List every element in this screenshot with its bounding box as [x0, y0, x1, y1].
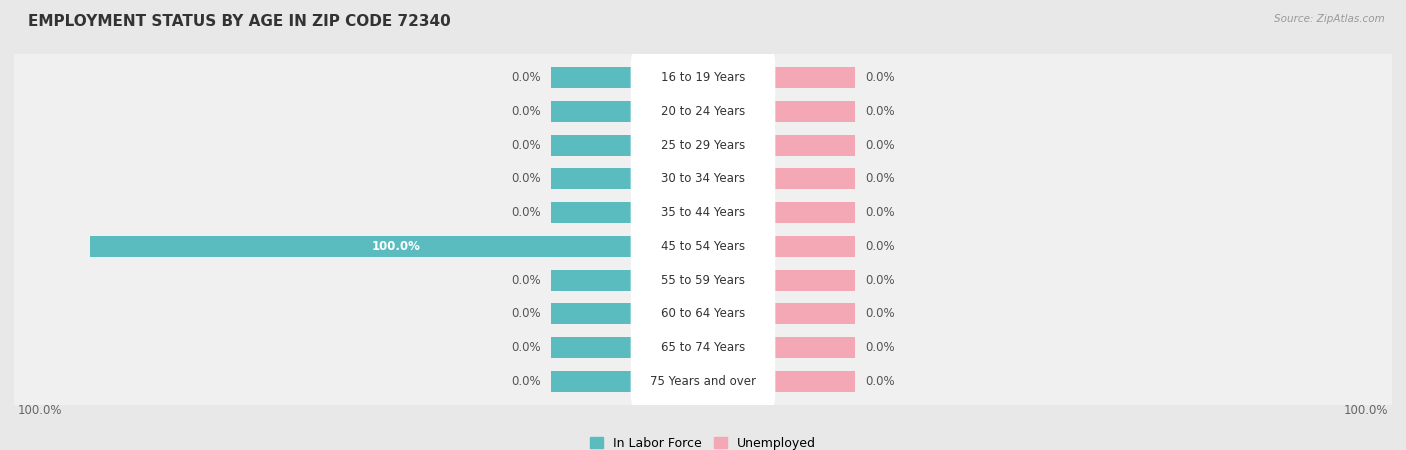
Text: 0.0%: 0.0% — [865, 206, 894, 219]
Bar — [551, 101, 634, 122]
FancyBboxPatch shape — [13, 273, 1393, 355]
FancyBboxPatch shape — [631, 322, 775, 374]
Text: 100.0%: 100.0% — [373, 240, 420, 253]
Bar — [772, 202, 855, 223]
Text: 75 Years and over: 75 Years and over — [650, 375, 756, 388]
Text: 20 to 24 Years: 20 to 24 Years — [661, 105, 745, 118]
Bar — [90, 236, 703, 257]
Bar — [551, 168, 634, 189]
FancyBboxPatch shape — [631, 119, 775, 171]
Text: 0.0%: 0.0% — [512, 172, 541, 185]
Bar — [772, 67, 855, 88]
Bar — [551, 202, 634, 223]
Bar — [772, 135, 855, 156]
Text: 0.0%: 0.0% — [865, 375, 894, 388]
Text: Source: ZipAtlas.com: Source: ZipAtlas.com — [1274, 14, 1385, 23]
FancyBboxPatch shape — [13, 172, 1393, 253]
Text: 100.0%: 100.0% — [1344, 404, 1389, 417]
FancyBboxPatch shape — [13, 239, 1393, 321]
Text: 0.0%: 0.0% — [865, 105, 894, 118]
Bar — [551, 270, 634, 291]
Bar — [551, 67, 634, 88]
Text: 0.0%: 0.0% — [865, 71, 894, 84]
Bar — [772, 270, 855, 291]
FancyBboxPatch shape — [631, 254, 775, 306]
Legend: In Labor Force, Unemployed: In Labor Force, Unemployed — [585, 432, 821, 450]
Text: 0.0%: 0.0% — [865, 172, 894, 185]
Text: 35 to 44 Years: 35 to 44 Years — [661, 206, 745, 219]
Bar — [772, 168, 855, 189]
Text: 100.0%: 100.0% — [17, 404, 62, 417]
Text: EMPLOYMENT STATUS BY AGE IN ZIP CODE 72340: EMPLOYMENT STATUS BY AGE IN ZIP CODE 723… — [28, 14, 451, 28]
FancyBboxPatch shape — [13, 307, 1393, 388]
Bar — [772, 236, 855, 257]
Text: 0.0%: 0.0% — [865, 341, 894, 354]
Text: 0.0%: 0.0% — [512, 341, 541, 354]
FancyBboxPatch shape — [13, 71, 1393, 152]
FancyBboxPatch shape — [13, 37, 1393, 118]
FancyBboxPatch shape — [631, 288, 775, 340]
FancyBboxPatch shape — [13, 104, 1393, 186]
FancyBboxPatch shape — [631, 220, 775, 272]
Bar — [772, 337, 855, 358]
Text: 55 to 59 Years: 55 to 59 Years — [661, 274, 745, 287]
Text: 0.0%: 0.0% — [512, 274, 541, 287]
Bar — [551, 337, 634, 358]
FancyBboxPatch shape — [631, 153, 775, 205]
FancyBboxPatch shape — [13, 138, 1393, 220]
Text: 16 to 19 Years: 16 to 19 Years — [661, 71, 745, 84]
FancyBboxPatch shape — [631, 356, 775, 407]
Bar — [551, 135, 634, 156]
FancyBboxPatch shape — [13, 341, 1393, 422]
Bar — [772, 101, 855, 122]
FancyBboxPatch shape — [13, 206, 1393, 287]
FancyBboxPatch shape — [631, 52, 775, 104]
Text: 0.0%: 0.0% — [512, 71, 541, 84]
Text: 0.0%: 0.0% — [512, 105, 541, 118]
Bar — [551, 303, 634, 324]
Text: 65 to 74 Years: 65 to 74 Years — [661, 341, 745, 354]
Bar — [772, 303, 855, 324]
Text: 45 to 54 Years: 45 to 54 Years — [661, 240, 745, 253]
Text: 0.0%: 0.0% — [865, 307, 894, 320]
Text: 0.0%: 0.0% — [512, 307, 541, 320]
FancyBboxPatch shape — [631, 86, 775, 137]
Text: 30 to 34 Years: 30 to 34 Years — [661, 172, 745, 185]
Text: 0.0%: 0.0% — [512, 139, 541, 152]
Text: 0.0%: 0.0% — [865, 139, 894, 152]
FancyBboxPatch shape — [631, 187, 775, 239]
Text: 0.0%: 0.0% — [865, 274, 894, 287]
Text: 0.0%: 0.0% — [512, 375, 541, 388]
Bar — [551, 371, 634, 392]
Text: 0.0%: 0.0% — [512, 206, 541, 219]
Bar — [772, 371, 855, 392]
Text: 0.0%: 0.0% — [865, 240, 894, 253]
Text: 25 to 29 Years: 25 to 29 Years — [661, 139, 745, 152]
Text: 60 to 64 Years: 60 to 64 Years — [661, 307, 745, 320]
